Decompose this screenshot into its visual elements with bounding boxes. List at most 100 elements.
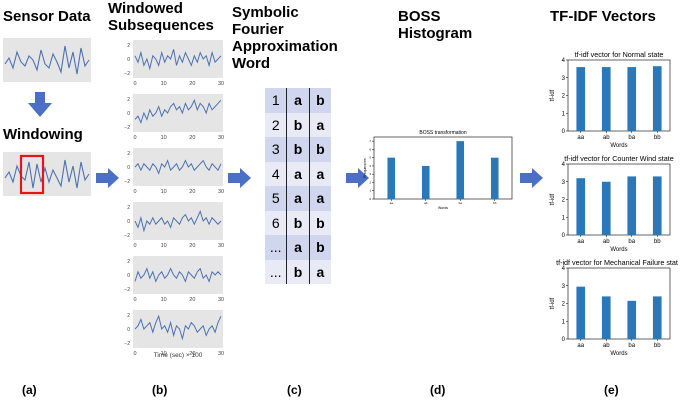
x-tick-label: ba bbox=[628, 343, 635, 349]
x-tick-label: ba bbox=[628, 239, 635, 245]
bar-aa bbox=[576, 286, 586, 339]
x-tick-label: bb bbox=[654, 135, 661, 141]
y-axis-label: tf-idf bbox=[550, 89, 556, 101]
y-tick-label: 0 bbox=[127, 165, 130, 171]
arrow-b-c-icon bbox=[228, 168, 251, 188]
y-tick-label: 0 bbox=[562, 233, 566, 239]
panel-label-e: (e) bbox=[604, 383, 619, 397]
y-tick-label: 7 bbox=[369, 139, 371, 143]
y-tick-label: 5 bbox=[369, 156, 371, 160]
x-tick-label: aa bbox=[390, 201, 394, 205]
sfa-row: ... a b bbox=[265, 235, 331, 260]
sfa-symbol-1: b bbox=[286, 112, 310, 137]
sfa-symbol-1: b bbox=[286, 210, 310, 235]
y-tick-label: 3 bbox=[562, 76, 566, 82]
sfa-title: Symbolic Fourier Approximation Word bbox=[232, 4, 338, 72]
y-tick-label: 0 bbox=[127, 327, 130, 333]
panel-label-b: (b) bbox=[152, 383, 168, 397]
arrow-c-d-icon bbox=[346, 168, 369, 188]
y-tick-label: 4 bbox=[562, 162, 566, 168]
y-tick-label: 1 bbox=[562, 215, 566, 221]
sfa-row-index: 4 bbox=[265, 161, 288, 186]
subsequence-line bbox=[134, 98, 222, 125]
subsequence-plot-bg bbox=[133, 94, 223, 132]
y-tick-label: 2 bbox=[127, 43, 130, 49]
y-axis-label: tf-idf bbox=[550, 297, 556, 309]
y-tick-label: 2 bbox=[127, 97, 130, 103]
x-tick-label: 20 bbox=[189, 81, 195, 87]
bar-aa bbox=[576, 178, 586, 235]
subsequence-line bbox=[134, 209, 222, 233]
x-axis-label: Words bbox=[610, 351, 627, 357]
y-tick-label: 4 bbox=[562, 58, 566, 64]
x-tick-label: 10 bbox=[161, 243, 167, 249]
x-tick-label: ba bbox=[459, 201, 463, 205]
sfa-row-index: 3 bbox=[265, 137, 288, 162]
tfidf-normal-chart: tf-idf vector for Normal state 0 1 2 3 4 aa ab b… bbox=[550, 50, 671, 149]
down-arrow-icon bbox=[28, 92, 52, 117]
bar-bb bbox=[490, 157, 499, 199]
tfidf-mechanical-failure-chart: tf-idf vector for Mechanical Failure sta… bbox=[550, 258, 678, 357]
x-tick-label: 20 bbox=[189, 135, 195, 141]
sfa-row-index: 1 bbox=[265, 88, 288, 113]
sfa-row-index: ... bbox=[265, 235, 288, 260]
sensor-signal-line bbox=[4, 45, 90, 75]
x-axis-label: Words bbox=[610, 143, 627, 149]
bar-ba bbox=[627, 300, 637, 339]
x-tick-label: ab bbox=[424, 201, 428, 205]
x-tick-label: ba bbox=[628, 135, 635, 141]
x-tick-label: 20 bbox=[189, 351, 195, 357]
sfa-row-index: 2 bbox=[265, 112, 288, 137]
x-axis-label: Words bbox=[438, 206, 448, 210]
x-tick-label: bb bbox=[654, 239, 661, 245]
y-tick-label: 2 bbox=[127, 151, 130, 157]
x-axis-label: Time (sec) × 100 bbox=[154, 352, 203, 359]
bar-bb bbox=[652, 66, 662, 131]
x-tick-label: 30 bbox=[218, 189, 224, 195]
y-tick-label: −2 bbox=[124, 341, 130, 347]
plot-frame bbox=[373, 136, 513, 200]
y-tick-label: 2 bbox=[369, 180, 371, 184]
y-tick-label: 0 bbox=[127, 111, 130, 117]
windowing-plot bbox=[3, 152, 91, 196]
chart-title: tf-idf vector for Counter Wind state bbox=[564, 154, 673, 163]
x-axis-label: Words bbox=[610, 247, 627, 253]
x-tick-label: 0 bbox=[133, 351, 136, 357]
y-axis-label: tf-idf bbox=[550, 193, 556, 205]
y-tick-label: 2 bbox=[562, 302, 566, 308]
tfidf-counter-wind-chart: tf-idf vector for Counter Wind state 0 1 2 3… bbox=[550, 154, 674, 253]
y-tick-label: 3 bbox=[369, 172, 371, 176]
y-tick-label: −2 bbox=[124, 179, 130, 185]
y-tick-label: 2 bbox=[562, 94, 566, 100]
sfa-symbol-2: a bbox=[308, 259, 331, 284]
sfa-symbol-2: a bbox=[308, 161, 331, 186]
sfa-row-index: 6 bbox=[265, 210, 288, 235]
bar-ba bbox=[456, 141, 465, 199]
x-tick-label: 30 bbox=[218, 81, 224, 87]
tfidf-title: TF-IDF Vectors bbox=[550, 8, 656, 25]
sfa-symbol-2: b bbox=[308, 88, 331, 113]
sfa-symbol-1: a bbox=[286, 88, 310, 113]
y-axis-label: Frequencies bbox=[363, 158, 367, 178]
windowing-signal-line bbox=[4, 159, 90, 189]
x-tick-label: aa bbox=[577, 343, 584, 349]
bar-ab bbox=[601, 67, 611, 131]
x-tick-label: 10 bbox=[161, 81, 167, 87]
window-box bbox=[19, 154, 45, 195]
bar-bb bbox=[652, 296, 662, 339]
x-tick-label: 10 bbox=[161, 297, 167, 303]
bar-ba bbox=[627, 67, 637, 131]
y-tick-label: 0 bbox=[369, 197, 371, 201]
y-tick-label: 0 bbox=[127, 57, 130, 63]
x-tick-label: 10 bbox=[161, 189, 167, 195]
x-tick-label: ab bbox=[603, 239, 610, 245]
x-tick-label: ab bbox=[603, 135, 610, 141]
windowing-title: Windowing bbox=[3, 126, 83, 143]
y-tick-label: 4 bbox=[369, 164, 371, 168]
